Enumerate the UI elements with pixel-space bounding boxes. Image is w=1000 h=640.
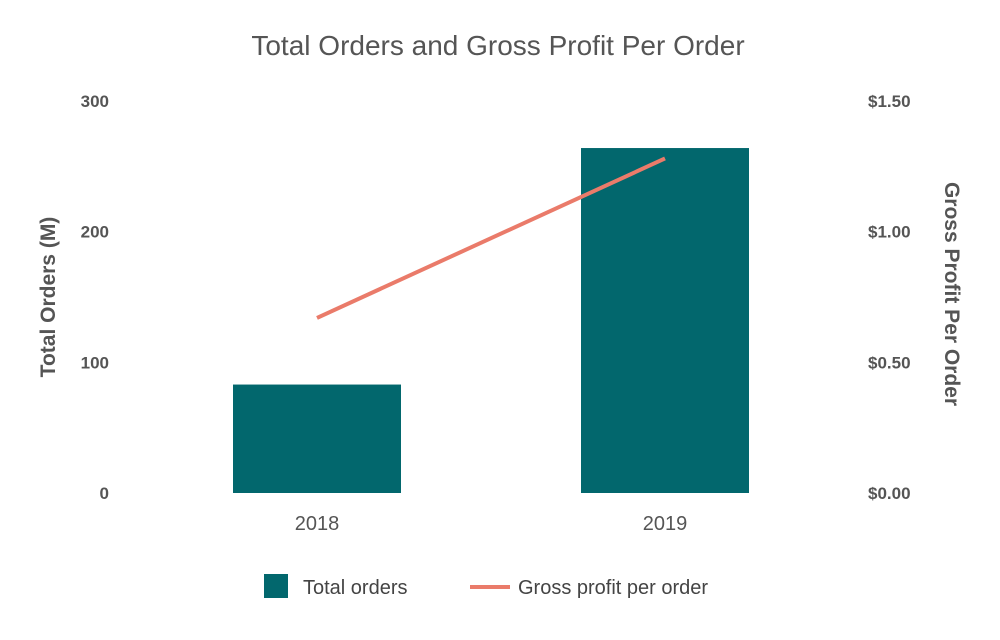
y-left-tick-label: 200 [81,223,109,242]
bar-total-orders-2018 [233,384,401,493]
y-left-tick-label: 100 [81,353,109,372]
y-right-tick-label: $0.00 [868,484,911,503]
x-tick-label: 2019 [643,513,688,535]
x-ticks: 2018 2019 [295,513,688,535]
legend-swatch-total-orders [264,574,288,598]
y-left-tick-label: 300 [81,92,109,111]
y-left-axis-label: Total Orders (M) [37,217,60,378]
line-series [316,156,666,320]
y-right-tick-label: $1.00 [868,223,911,242]
y-left-ticks: 0 100 200 300 [81,92,109,503]
line-gross-profit-per-order [316,156,666,320]
chart-title: Total Orders and Gross Profit Per Order [251,30,744,61]
legend-label-gross-profit: Gross profit per order [518,577,708,599]
bars [233,148,749,494]
x-tick-label: 2018 [295,513,340,535]
y-left-tick-label: 0 [100,484,109,503]
y-right-axis-label: Gross Profit Per Order [940,182,963,406]
y-right-tick-label: $0.50 [868,353,911,372]
legend-label-total-orders: Total orders [303,577,408,599]
bar-total-orders-2019 [581,148,749,494]
y-right-ticks: $0.00 $0.50 $1.00 $1.50 [868,92,911,503]
y-right-tick-label: $1.50 [868,92,911,111]
legend: Total orders Gross profit per order [264,574,708,599]
